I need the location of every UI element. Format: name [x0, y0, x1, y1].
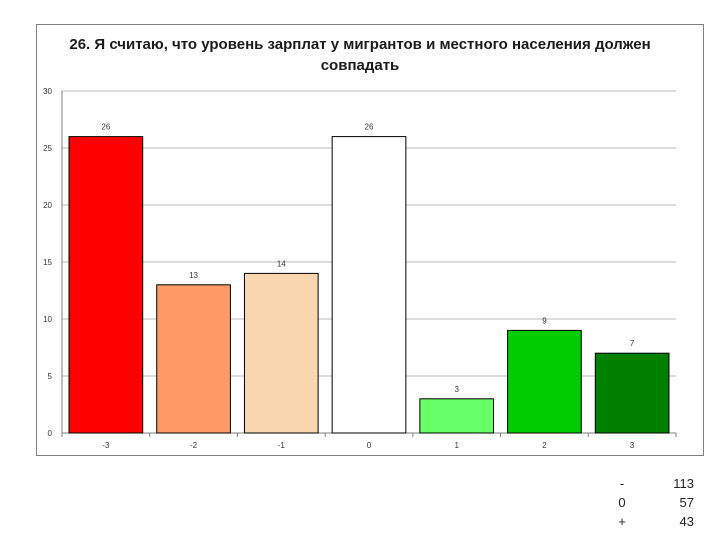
data-label: 3 — [454, 385, 459, 394]
x-tick-label: 2 — [542, 441, 547, 450]
y-tick-label: 0 — [48, 429, 53, 438]
summary-value: 113 — [673, 476, 694, 491]
data-label: 26 — [101, 123, 110, 132]
bar-layer — [68, 136, 670, 434]
summary-row: 0 57 — [596, 493, 702, 512]
summary-row: - 113 — [596, 474, 702, 493]
data-label: 7 — [630, 339, 635, 348]
bar — [156, 284, 231, 434]
bar — [331, 136, 407, 434]
y-tick-label: 10 — [43, 315, 52, 324]
data-label: 13 — [189, 271, 198, 280]
bar — [243, 272, 319, 434]
y-tick-label: 15 — [43, 258, 52, 267]
bar — [594, 352, 670, 434]
bar — [419, 398, 495, 434]
x-tick-label: -1 — [278, 441, 286, 450]
chart-title: 26. Я считаю, что уровень зарплат у мигр… — [69, 36, 651, 74]
summary-value: 57 — [679, 495, 694, 510]
summary-label: - — [619, 476, 625, 491]
bar — [68, 136, 144, 434]
x-tick-label: 1 — [454, 441, 459, 450]
x-tick-label: -3 — [102, 441, 110, 450]
y-tick-label: 20 — [43, 201, 52, 210]
label-layer: 0 5 10 15 20 25 30 26 -3 13 -2 14 -1 26 0 3 1 9 2 7 3 — [43, 87, 635, 450]
summary-label: + — [618, 514, 626, 529]
summary-row: + 43 — [596, 512, 702, 531]
summary-value: 43 — [679, 514, 694, 529]
data-label: 14 — [277, 259, 286, 268]
summary-table: - 113 0 57 + 43 — [596, 474, 702, 531]
x-tick-label: 0 — [367, 441, 372, 450]
data-label: 26 — [365, 123, 374, 132]
x-tick-label: 3 — [630, 441, 635, 450]
y-tick-label: 5 — [48, 372, 53, 381]
bar — [507, 329, 582, 434]
summary-label: 0 — [618, 495, 626, 510]
y-tick-label: 30 — [43, 87, 52, 96]
data-label: 9 — [542, 316, 547, 325]
x-tick-label: -2 — [190, 441, 198, 450]
y-tick-label: 25 — [43, 144, 52, 153]
